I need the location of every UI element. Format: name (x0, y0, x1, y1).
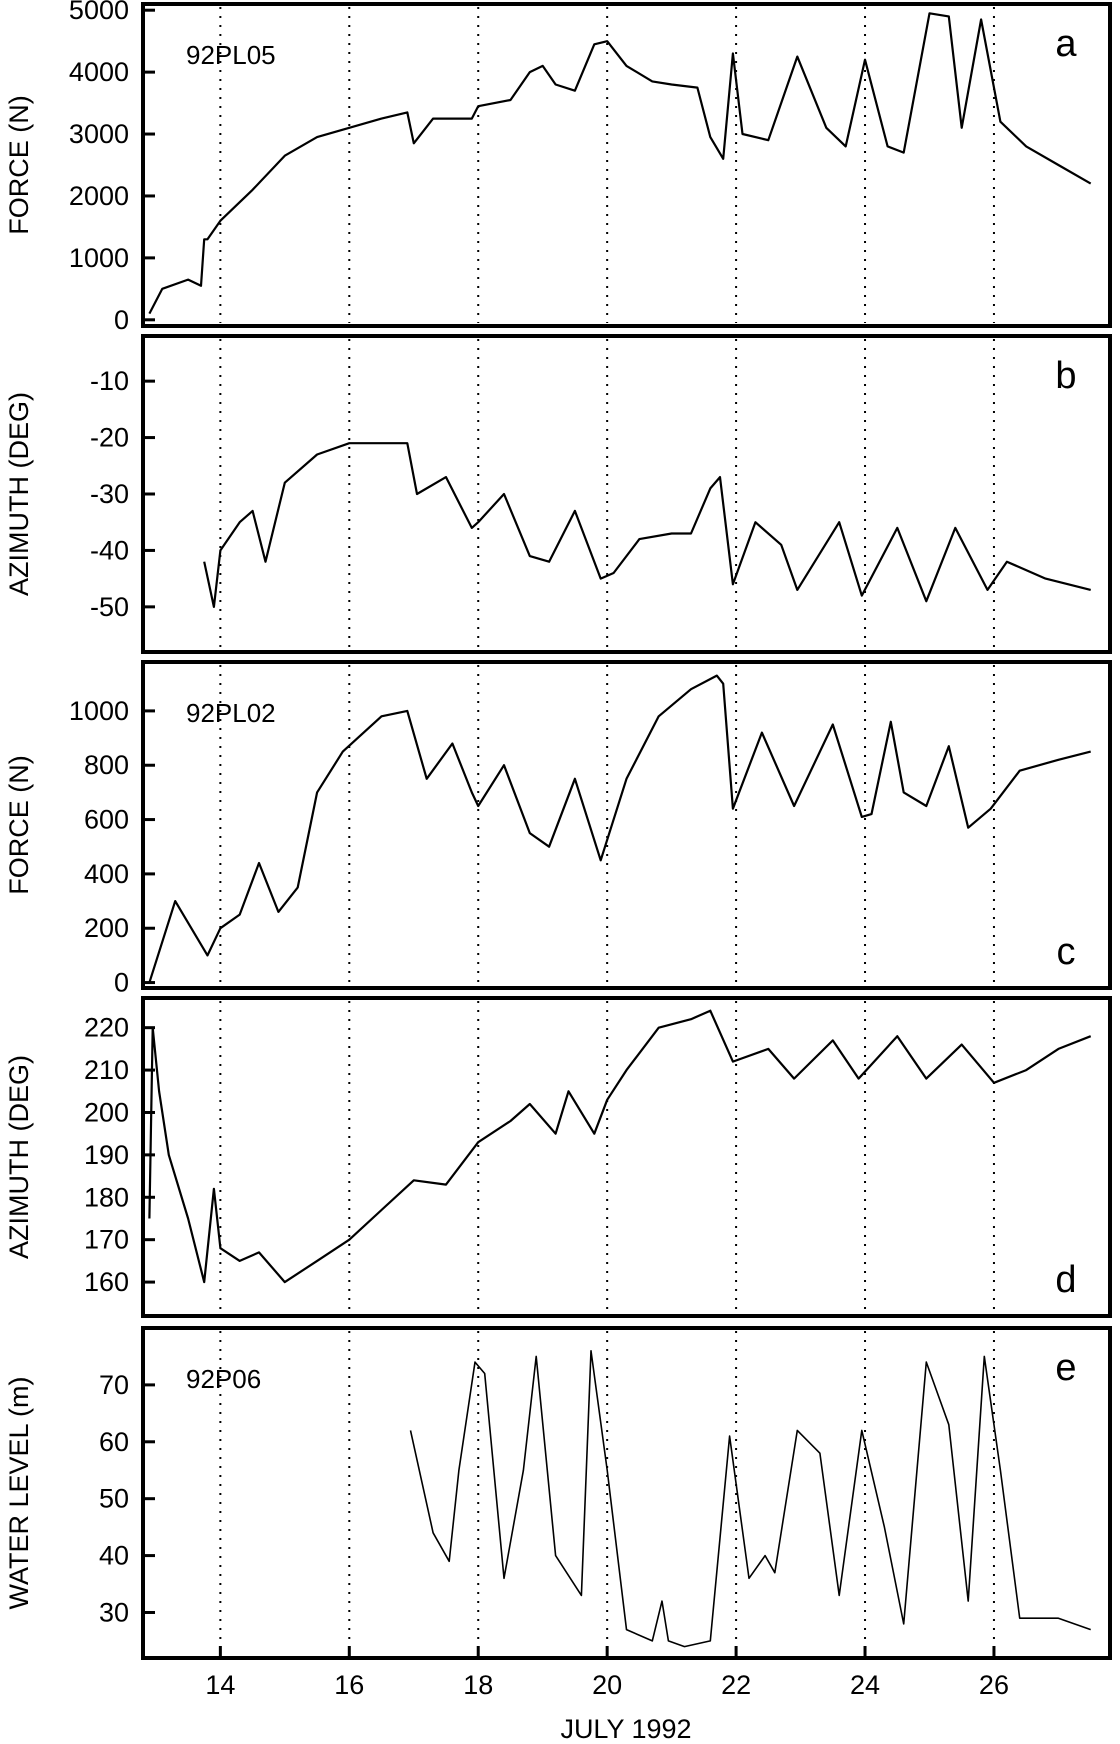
panel-frame-b (141, 334, 1112, 654)
site-label-e: 92P06 (186, 1364, 261, 1394)
ytick-label-a-1: 1000 (69, 243, 129, 273)
series-line-e (409, 1350, 1091, 1648)
panel-frame-d (141, 996, 1112, 1318)
ytick-label-d-4: 200 (84, 1097, 129, 1127)
ytick-label-b-2: -30 (90, 479, 129, 509)
x-axis: 14 16 18 20 22 24 26 (205, 1646, 1009, 1700)
ytick-label-d-6: 220 (84, 1013, 129, 1043)
panel-frame-c (141, 660, 1112, 990)
panel-letter-c: c (1057, 931, 1076, 973)
panel-letter-e: e (1055, 1347, 1076, 1389)
ytick-label-d-5: 210 (84, 1055, 129, 1085)
ytick-label-d-2: 180 (84, 1182, 129, 1212)
x-axis-label: JULY 1992 (560, 1714, 691, 1744)
ytick-label-d-1: 170 (84, 1225, 129, 1255)
xtick-label-6: 26 (979, 1670, 1009, 1700)
panel-a: 0 1000 2000 3000 4000 5000 FORCE (N) a 92PL05 (4, 0, 1112, 335)
panel-d: 160 170 180 190 200 210 220 AZIMUTH (DEG) d (4, 996, 1112, 1318)
panel-b: -10 -20 -30 -40 -50 AZIMUTH (DEG) b (4, 334, 1112, 654)
ytick-label-a-2: 2000 (69, 181, 129, 211)
ytick-label-b-3: -40 (90, 535, 129, 565)
ylabel-c: FORCE (N) (4, 755, 34, 894)
xtick-label-0: 14 (205, 1670, 235, 1700)
ytick-label-c-5: 1000 (69, 696, 129, 726)
panel-frame-a (141, 2, 1112, 328)
ylabel-e: WATER LEVEL (m) (4, 1376, 34, 1609)
ytick-label-a-4: 4000 (69, 57, 129, 87)
panel-letter-b: b (1055, 355, 1076, 397)
series-line-c (148, 674, 1091, 983)
ytick-label-c-3: 600 (84, 805, 129, 835)
ytick-label-e-0: 30 (99, 1597, 129, 1627)
ytick-label-e-3: 60 (99, 1427, 129, 1457)
panel-letter-a: a (1055, 23, 1077, 65)
panel-frame-e (141, 1326, 1112, 1660)
xtick-label-1: 16 (334, 1670, 364, 1700)
ylabel-b: AZIMUTH (DEG) (4, 392, 34, 596)
ytick-label-d-3: 190 (84, 1140, 129, 1170)
ytick-label-b-4: -50 (90, 592, 129, 622)
ytick-label-b-0: -10 (90, 366, 129, 396)
ylabel-a: FORCE (N) (4, 95, 34, 234)
site-label-c: 92PL02 (186, 698, 276, 728)
ytick-label-c-4: 800 (84, 750, 129, 780)
series-line-b (203, 442, 1091, 608)
ytick-label-c-2: 400 (84, 859, 129, 889)
xtick-label-3: 20 (592, 1670, 622, 1700)
xtick-label-2: 18 (463, 1670, 493, 1700)
ytick-label-e-2: 50 (99, 1484, 129, 1514)
ylabel-d: AZIMUTH (DEG) (4, 1055, 34, 1259)
panel-e: 30 40 50 60 70 WATER LEVEL (m) e 92P06 (4, 1326, 1112, 1660)
series-line-d (148, 1009, 1092, 1284)
xtick-label-4: 22 (721, 1670, 751, 1700)
ytick-label-a-3: 3000 (69, 119, 129, 149)
ytick-label-a-0: 0 (114, 305, 129, 335)
series-line-a (148, 12, 1092, 315)
ytick-label-e-4: 70 (99, 1370, 129, 1400)
site-label-a: 92PL05 (186, 40, 276, 70)
panel-c: 0 200 400 600 800 1000 FORCE (N) c 92PL02 (4, 660, 1112, 998)
ytick-label-a-5: 5000 (69, 0, 129, 25)
ytick-label-e-1: 40 (99, 1541, 129, 1571)
xtick-label-5: 24 (850, 1670, 880, 1700)
ytick-label-c-1: 200 (84, 913, 129, 943)
ytick-label-b-1: -20 (90, 423, 129, 453)
ytick-label-c-0: 0 (114, 968, 129, 998)
ytick-label-d-0: 160 (84, 1267, 129, 1297)
panel-letter-d: d (1055, 1259, 1076, 1301)
